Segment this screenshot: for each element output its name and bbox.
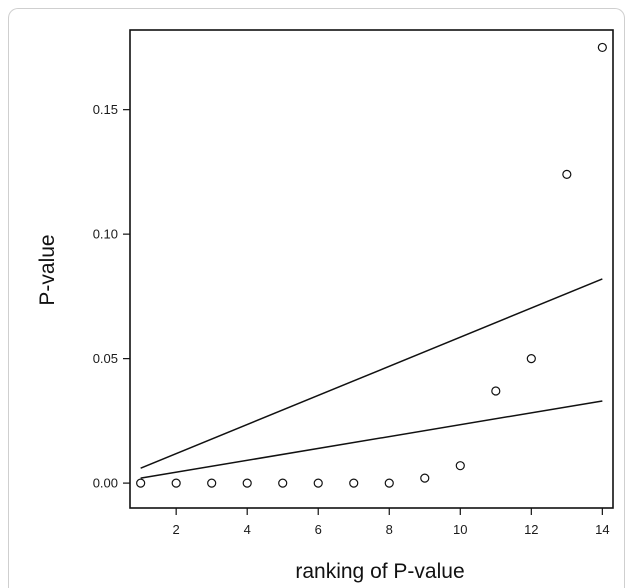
x-axis-title: ranking of P-value <box>295 560 464 583</box>
y-tick-label-0.10: 0.10 <box>93 227 118 242</box>
data-point-rank-6 <box>313 478 323 488</box>
data-point-rank-5 <box>278 478 288 488</box>
data-point-rank-2 <box>171 478 181 488</box>
data-point-rank-12 <box>526 354 536 364</box>
data-point-rank-3 <box>207 478 217 488</box>
x-tick-label-12: 12 <box>524 522 538 537</box>
y-tick-label-0.00: 0.00 <box>93 476 118 491</box>
x-tick-label-6: 6 <box>315 522 322 537</box>
data-point-rank-9 <box>420 473 430 483</box>
y-tick-label-0.15: 0.15 <box>93 102 118 117</box>
reference-line-2 <box>140 400 603 479</box>
data-point-rank-11 <box>491 386 501 396</box>
data-point-rank-13 <box>562 169 572 179</box>
x-tick-label-8: 8 <box>386 522 393 537</box>
y-tick-label-0.05: 0.05 <box>93 351 118 366</box>
x-tick-label-10: 10 <box>453 522 467 537</box>
plot-area-border <box>129 29 614 509</box>
figure-frame <box>8 8 625 588</box>
data-point-rank-7 <box>349 478 359 488</box>
data-point-rank-14 <box>597 42 607 53</box>
x-tick-label-2: 2 <box>173 522 180 537</box>
y-axis-title: P-value <box>36 234 59 305</box>
x-tick-label-4: 4 <box>244 522 251 537</box>
reference-line-1 <box>140 278 603 469</box>
data-point-rank-10 <box>455 461 465 471</box>
data-point-rank-1 <box>136 478 146 488</box>
x-tick-label-14: 14 <box>595 522 609 537</box>
data-point-rank-4 <box>242 478 252 488</box>
data-point-rank-8 <box>384 478 394 488</box>
